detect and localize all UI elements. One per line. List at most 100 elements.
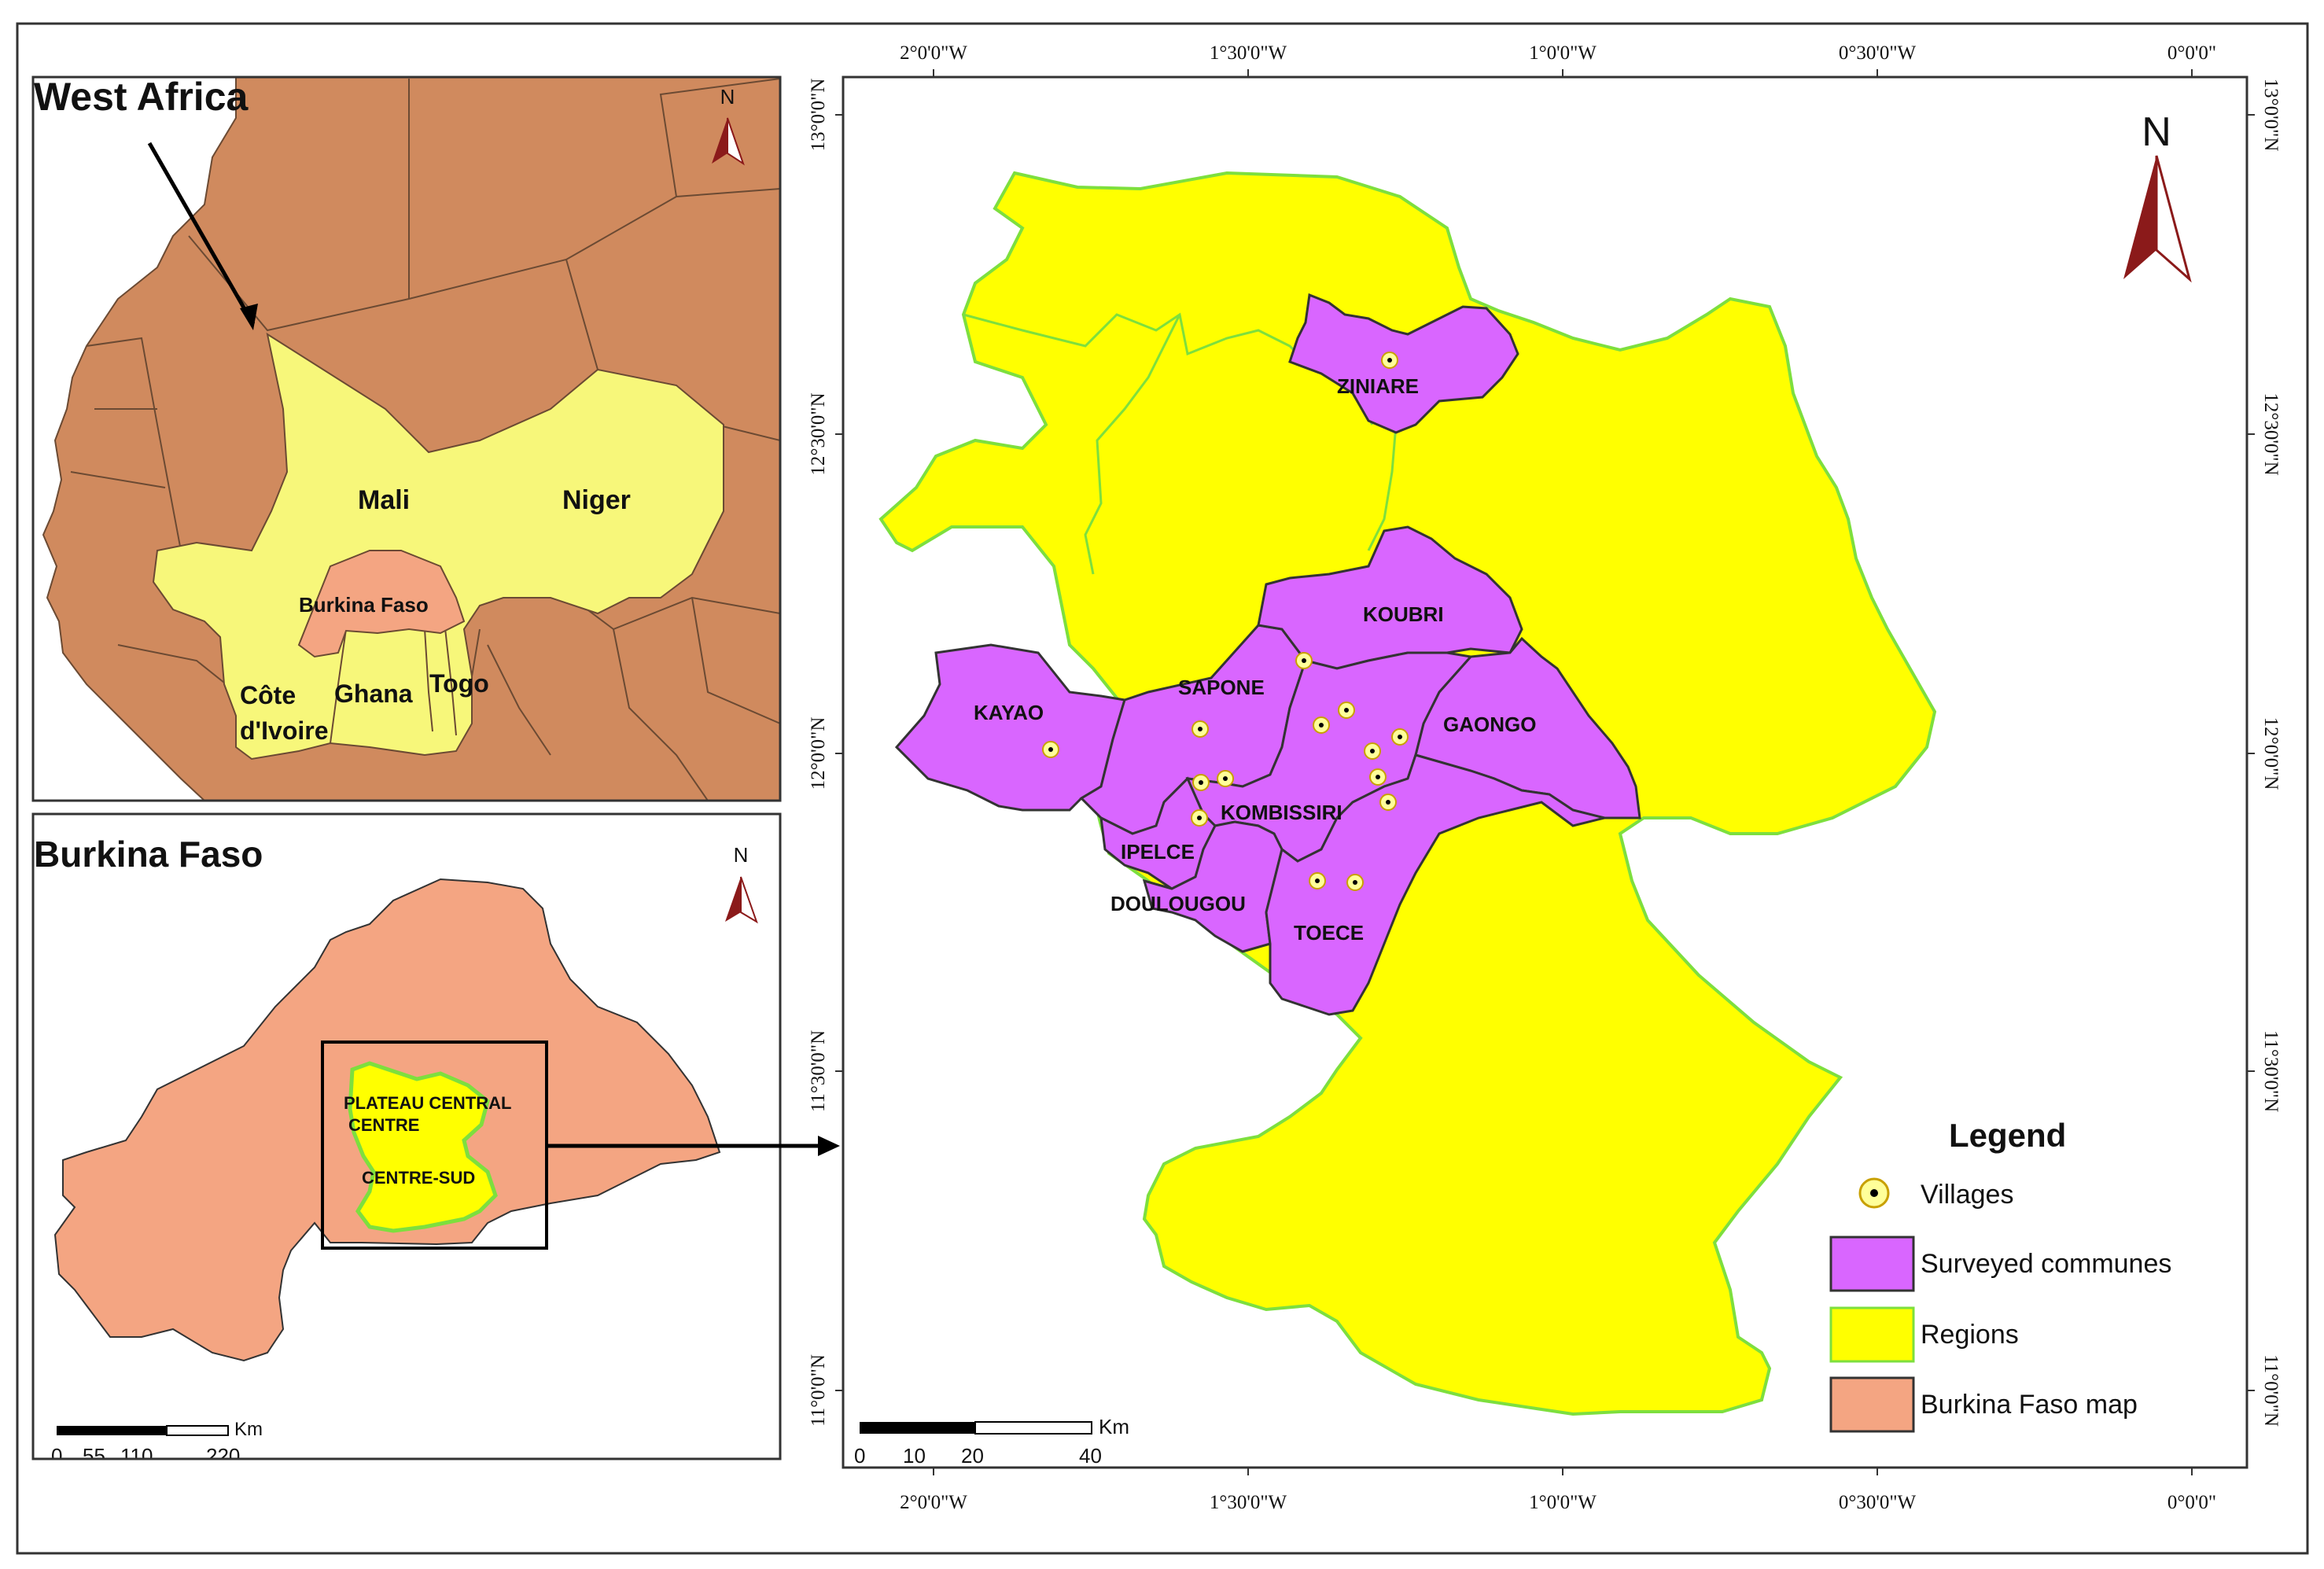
locator-arrow <box>147 142 256 326</box>
scale-tick: 20 <box>961 1444 984 1468</box>
lat-label: 13°0'0"N <box>2260 79 2282 152</box>
lat-label: 11°0'0"N <box>2260 1354 2282 1427</box>
outer-frame <box>16 22 2309 1555</box>
surveyed-communes <box>894 293 1641 1016</box>
lat-label: 12°0'0"N <box>808 717 829 790</box>
lon-label: 1°0'0"W <box>1529 1492 1597 1513</box>
village-marker <box>1379 794 1397 811</box>
lon-label: 0°0'0" <box>2167 42 2216 64</box>
label-gaongo: GAONGO <box>1443 713 1536 736</box>
village-marker <box>1391 728 1409 746</box>
north-label: N <box>720 85 735 109</box>
west-africa-highlight <box>152 332 724 761</box>
commune-kayao <box>894 643 1126 812</box>
lon-label: 1°30'0"W <box>1210 1492 1287 1513</box>
lon-label: 1°30'0"W <box>1210 42 1287 64</box>
label-mali: Mali <box>358 485 410 515</box>
village-marker <box>1217 770 1234 787</box>
lat-label: 11°30'0"N <box>2260 1030 2282 1112</box>
burkina-faso-inset: PLATEAU CENTRAL CENTRE CENTRE-SUD N Km 0… <box>31 812 782 1468</box>
connector-arrow <box>547 1136 840 1156</box>
village-marker <box>1309 872 1326 889</box>
legend-surveyed-communes: Surveyed communes <box>1921 1249 2171 1279</box>
scale-tick: 110 <box>120 1444 153 1468</box>
scale-tick: 220 <box>206 1444 240 1468</box>
main-map: ZINIARE KOUBRI SAPONE KAYAO GAONGO KOMBI… <box>842 76 2248 1469</box>
label-koubri: KOUBRI <box>1363 602 1444 626</box>
scale-bar-burkina: Km 0 55 110 220 <box>51 1419 263 1468</box>
label-toece: TOECE <box>1294 921 1364 945</box>
label-burkina-faso: Burkina Faso <box>299 593 429 617</box>
label-ipelce: IPELCE <box>1121 840 1195 864</box>
lat-label: 12°30'0"N <box>2260 392 2282 475</box>
lat-label: 11°0'0"N <box>808 1354 829 1427</box>
scale-tick: 55 <box>83 1444 105 1468</box>
burkina-in-west-africa <box>297 550 466 658</box>
village-marker <box>1364 742 1381 760</box>
lat-label: 11°30'0"N <box>808 1030 829 1112</box>
village-marker <box>1369 768 1387 786</box>
lat-label: 12°0'0"N <box>2260 717 2282 790</box>
label-kombissiri: KOMBISSIRI <box>1221 801 1342 824</box>
scale-tick: 0 <box>854 1444 865 1468</box>
west-africa-title: West Africa <box>34 75 249 119</box>
legend-villages: Villages <box>1921 1180 2013 1210</box>
scale-unit: Km <box>234 1419 263 1440</box>
village-markers <box>1042 352 1409 891</box>
north-label: N <box>2142 109 2171 155</box>
north-label: N <box>734 843 749 867</box>
lon-label: 0°30'0"W <box>1839 42 1917 64</box>
study-regions-small <box>348 1061 498 1233</box>
village-marker <box>1042 741 1059 758</box>
label-niger: Niger <box>562 485 631 515</box>
commune-ziniare <box>1288 293 1519 434</box>
legend-burkina-faso-map: Burkina Faso map <box>1921 1390 2138 1420</box>
lon-label: 2°0'0"W <box>900 42 967 64</box>
label-kayao: KAYAO <box>974 701 1044 724</box>
village-marker <box>1313 716 1330 734</box>
longitude-labels-bottom: 2°0'0"W 1°30'0"W 1°0'0"W 0°30'0"W 0°0'0" <box>900 1492 2216 1513</box>
lat-label: 12°30'0"N <box>808 392 829 475</box>
label-ghana: Ghana <box>334 680 413 708</box>
legend: Legend Villages Surveyed communes Region… <box>1829 1117 2171 1433</box>
village-marker <box>1192 774 1210 791</box>
label-togo: Togo <box>429 669 489 698</box>
burkina-faso-title: Burkina Faso <box>34 834 263 875</box>
commune-toece <box>1265 753 1605 1016</box>
latitude-labels-left: 13°0'0"N 12°30'0"N 12°0'0"N 11°30'0"N 11… <box>808 79 829 1427</box>
lat-label: 13°0'0"N <box>808 79 829 152</box>
lon-label: 2°0'0"W <box>900 1492 967 1513</box>
label-sapone: SAPONE <box>1178 676 1265 699</box>
village-marker <box>1338 702 1355 719</box>
scale-tick: 10 <box>903 1444 926 1468</box>
village-marker <box>1295 652 1313 669</box>
label-divoire: d'Ivoire <box>240 716 329 745</box>
village-marker <box>1346 874 1364 891</box>
latitude-labels-right: 13°0'0"N 12°30'0"N 12°0'0"N 11°30'0"N 11… <box>2260 79 2282 1427</box>
label-doulougou: DOULOUGOU <box>1110 892 1246 915</box>
west-africa-inset: N West Africa Mali Niger Burkina Faso Gh… <box>31 75 782 802</box>
scale-tick: 0 <box>51 1444 62 1468</box>
label-centre: CENTRE <box>348 1115 419 1135</box>
village-marker <box>1381 352 1398 369</box>
scale-tick: 40 <box>1079 1444 1102 1468</box>
graticule-ticks <box>835 69 2255 1475</box>
longitude-labels-top: 2°0'0"W 1°30'0"W 1°0'0"W 0°30'0"W 0°0'0" <box>900 42 2216 64</box>
legend-title: Legend <box>1949 1117 2066 1154</box>
label-cote: Côte <box>240 681 296 709</box>
scale-bar-main: Km 0 10 20 40 <box>854 1415 1129 1468</box>
label-ziniare: ZINIARE <box>1337 374 1419 398</box>
lon-label: 0°0'0" <box>2167 1492 2216 1513</box>
label-plateau-central: PLATEAU CENTRAL <box>344 1093 511 1113</box>
scale-unit: Km <box>1099 1415 1129 1438</box>
lon-label: 0°30'0"W <box>1839 1492 1917 1513</box>
north-arrow-burkina: N <box>725 843 758 924</box>
label-centre-sud: CENTRE-SUD <box>362 1168 475 1188</box>
lon-label: 1°0'0"W <box>1529 42 1597 64</box>
village-marker <box>1191 720 1209 738</box>
village-marker <box>1191 809 1208 827</box>
north-arrow-main: N <box>2123 109 2192 283</box>
legend-regions: Regions <box>1921 1320 2019 1350</box>
north-arrow-west-africa: N <box>712 85 745 166</box>
